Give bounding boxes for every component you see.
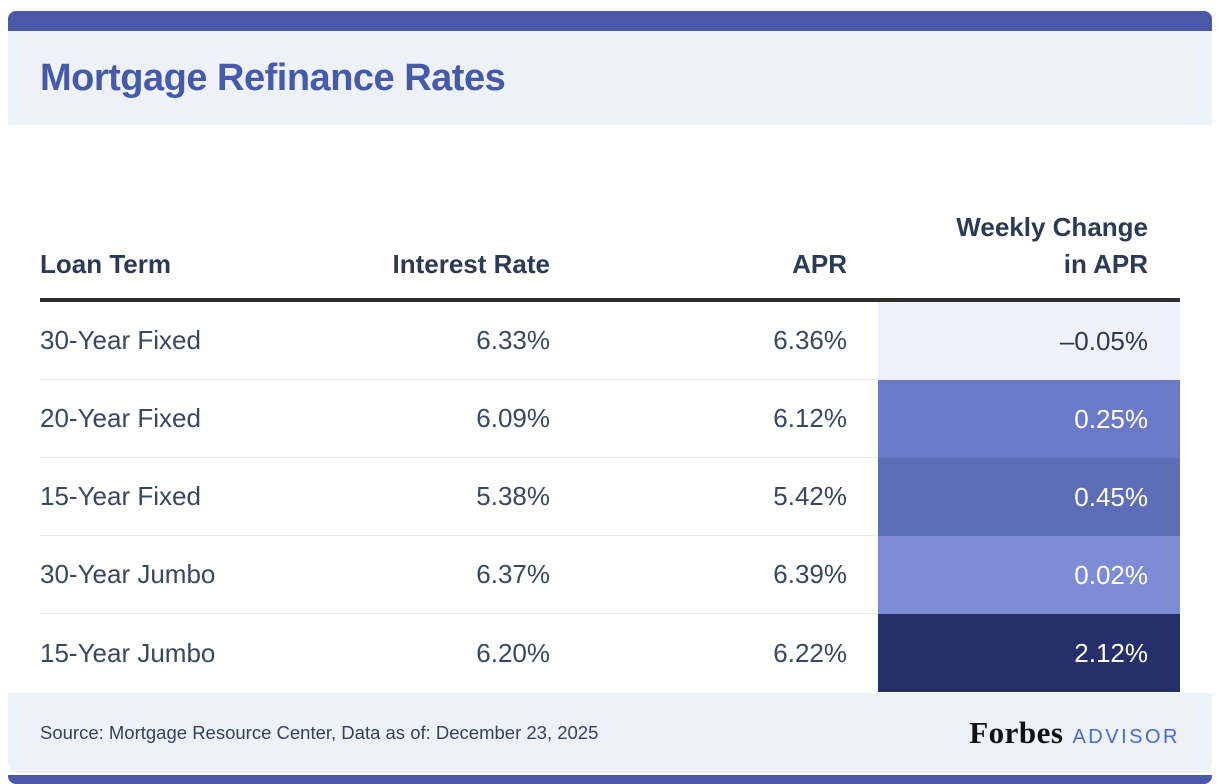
forbes-advisor-logo: Forbes ADVISOR [969,715,1180,751]
loan-term-cell: 30-Year Fixed [40,325,201,355]
apr-cell: 5.42% [773,481,847,511]
advisor-wordmark: ADVISOR [1072,726,1180,748]
column-header-interest-rate: Interest Rate [392,249,551,280]
weekly-change-cell: 0.02% [878,536,1180,614]
column-header-apr: APR [792,249,847,280]
top-accent-bar [8,11,1212,31]
footer-band: Source: Mortgage Resource Center, Data a… [8,693,1212,773]
weekly-change-cell: 0.25% [878,380,1180,458]
weekly-change-cell: 0.45% [878,458,1180,536]
source-text: Source: Mortgage Resource Center, Data a… [40,722,599,743]
apr-cell: 6.22% [773,637,847,668]
weekly-change-line2: in APR [1063,249,1148,280]
loan-term-cell: 15-Year Fixed [40,481,201,511]
weekly-change-line1: Weekly Change [956,211,1148,242]
forbes-wordmark: Forbes [969,715,1064,750]
loan-term-cell: 20-Year Fixed [40,403,201,433]
column-header-loan-term: Loan Term [40,249,171,280]
table-row: 15-Year Fixed 5.38% 5.42% 0.45% [40,458,1180,536]
table-row: 30-Year Fixed 6.33% 6.36% –0.05% [40,302,1180,380]
interest-rate-cell: 6.20% [476,637,550,668]
table-header-row: Loan Term Interest Rate APR Weekly Chang… [40,180,1180,302]
loan-term-cell: 15-Year Jumbo [40,637,216,668]
loan-term-cell: 30-Year Jumbo [40,559,216,589]
page-title: Mortgage Refinance Rates [40,56,506,99]
apr-cell: 6.36% [773,325,847,355]
table-body: 30-Year Fixed 6.33% 6.36% –0.05% 20-Year… [40,302,1180,692]
interest-rate-cell: 5.38% [476,481,550,511]
column-header-weekly-change: Weekly Change in APR [847,209,1180,284]
weekly-change-cell: –0.05% [878,302,1180,380]
title-band: Mortgage Refinance Rates [8,31,1212,125]
interest-rate-cell: 6.09% [476,403,550,433]
interest-rate-cell: 6.33% [476,325,550,355]
table-row: 20-Year Fixed 6.09% 6.12% 0.25% [40,380,1180,458]
weekly-change-cell: 2.12% [878,614,1180,692]
table-row: 30-Year Jumbo 6.37% 6.39% 0.02% [40,536,1180,614]
interest-rate-cell: 6.37% [476,559,550,589]
apr-cell: 6.12% [773,403,847,433]
bottom-accent-bar [8,775,1212,784]
rates-table: Loan Term Interest Rate APR Weekly Chang… [40,180,1180,692]
apr-cell: 6.39% [773,559,847,589]
table-row: 15-Year Jumbo 6.20% 6.22% 2.12% [40,614,1180,692]
